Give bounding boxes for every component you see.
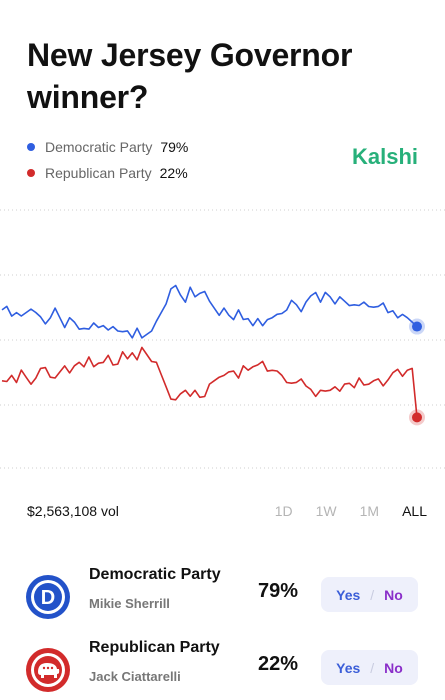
- range-1w-tab[interactable]: 1W: [315, 503, 337, 519]
- party-name: Republican Party: [89, 639, 220, 656]
- democratic-d-icon: D: [26, 575, 70, 619]
- yes-button[interactable]: Yes: [336, 586, 361, 603]
- legend-percent: 22%: [159, 165, 188, 181]
- page-title: New Jersey Governor winner?: [27, 37, 353, 115]
- market-percent: 79%: [258, 580, 299, 602]
- volume-label: $2,563,108 vol: [27, 503, 119, 519]
- legend-percent: 79%: [160, 139, 189, 155]
- yes-button[interactable]: Yes: [336, 659, 361, 676]
- legend: Democratic Party 79% Republican Party 22…: [27, 136, 188, 188]
- endpoint-dot: [412, 321, 422, 332]
- legend-label: Republican Party: [45, 165, 152, 181]
- chart-lines: [1, 284, 425, 426]
- svg-text:D: D: [41, 587, 55, 609]
- democratic-series-line: [1, 284, 418, 339]
- no-button[interactable]: No: [384, 586, 403, 603]
- democratic-dot-icon: [27, 143, 35, 151]
- market-row-democratic[interactable]: D Democratic Party Mikie Sherrill 79% Ye…: [0, 566, 445, 626]
- market-percent: 22%: [258, 653, 299, 675]
- legend-label: Democratic Party: [45, 139, 153, 155]
- legend-item-republican: Republican Party 22%: [27, 162, 188, 184]
- republican-elephant-icon: [26, 648, 70, 692]
- range-all-tab[interactable]: ALL: [402, 503, 427, 519]
- candidate-name: Jack Ciattarelli: [89, 669, 181, 684]
- range-selector: 1D 1W 1M ALL: [252, 503, 427, 519]
- republican-dot-icon: [27, 169, 35, 177]
- divider: /: [370, 659, 375, 676]
- kalshi-logo: Kalshi: [351, 144, 418, 169]
- candidate-name: Mikie Sherrill: [89, 596, 170, 611]
- range-1m-tab[interactable]: 1M: [359, 503, 380, 519]
- republican-series-line: [1, 346, 418, 418]
- yes-no-toggle: Yes / No: [321, 577, 418, 612]
- party-name: Democratic Party: [89, 566, 221, 583]
- legend-item-democratic: Democratic Party 79%: [27, 136, 188, 158]
- price-chart[interactable]: [0, 200, 445, 475]
- chart-grid: [0, 209, 445, 469]
- market-row-republican[interactable]: Republican Party Jack Ciattarelli 22% Ye…: [0, 639, 445, 699]
- divider: /: [370, 586, 375, 603]
- endpoint-dot: [412, 412, 422, 423]
- no-button[interactable]: No: [384, 659, 403, 676]
- yes-no-toggle: Yes / No: [321, 650, 418, 685]
- range-1d-tab[interactable]: 1D: [274, 503, 293, 519]
